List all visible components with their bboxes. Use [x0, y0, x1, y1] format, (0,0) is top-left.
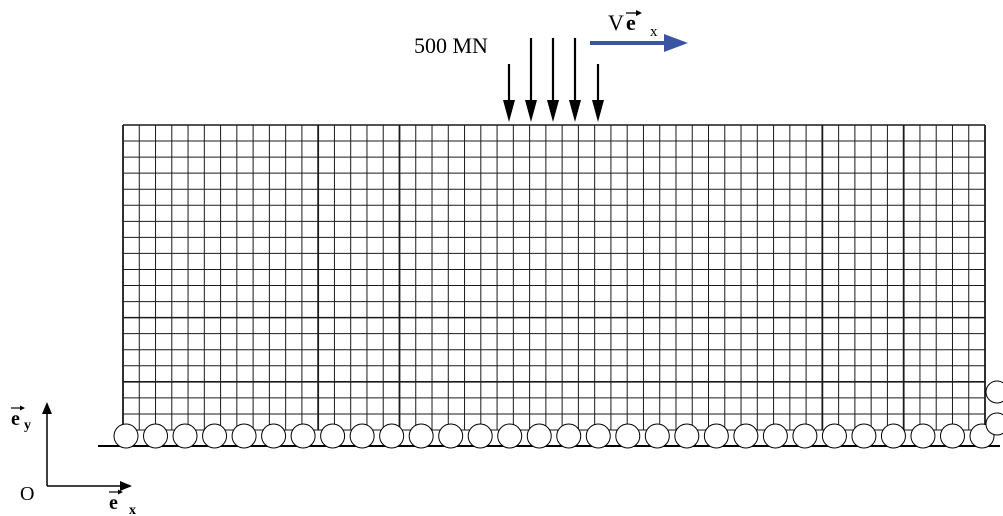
- load-arrow-head: [569, 100, 581, 122]
- side-roller-support-icon: [985, 412, 1003, 436]
- roller-support-icon: [585, 423, 611, 449]
- roller-support-icon: [674, 423, 700, 449]
- roller-support-icon: [231, 423, 257, 449]
- roller-support-icon: [910, 423, 936, 449]
- roller-support-icon: [821, 423, 847, 449]
- down-arrow-icon: [569, 38, 581, 122]
- load-arrows: [503, 38, 604, 122]
- roller-support-icon: [290, 423, 316, 449]
- roller-support-icon: [261, 423, 287, 449]
- mesh-grid: [122, 124, 986, 431]
- load-arrow-head: [525, 100, 537, 122]
- down-arrow-icon: [592, 64, 604, 122]
- roller-support-icon: [172, 423, 198, 449]
- velocity-vector-symbol: e: [626, 10, 636, 35]
- roller-support-icon: [703, 423, 729, 449]
- roller-support-icon: [408, 423, 434, 449]
- coordinate-axes: O e y e x: [11, 402, 136, 516]
- right-arrow-icon: [120, 481, 132, 491]
- roller-support-icon: [556, 423, 582, 449]
- axis-x-subscript: x: [129, 503, 136, 516]
- roller-support-icon: [615, 423, 641, 449]
- roller-support-icon: [526, 423, 552, 449]
- vector-arrow-icon: [11, 405, 25, 411]
- origin-label: O: [20, 483, 34, 505]
- roller-support-icon: [733, 423, 759, 449]
- roller-support-icon: [939, 423, 965, 449]
- roller-support-icon: [438, 423, 464, 449]
- roller-support-icon: [467, 423, 493, 449]
- side-roller-support-icon: [985, 380, 1003, 404]
- axis-y-vector-symbol: e: [11, 408, 20, 430]
- roller-support-icon: [497, 423, 523, 449]
- axis-y-subscript: y: [24, 418, 31, 433]
- roller-support-icon: [320, 423, 346, 449]
- roller-support-icon: [644, 423, 670, 449]
- velocity-symbol: V: [608, 10, 624, 35]
- load-arrow-head: [592, 100, 604, 122]
- vector-arrow-icon: [109, 489, 123, 495]
- up-arrow-icon: [42, 402, 52, 414]
- down-arrow-icon: [503, 64, 515, 122]
- roller-support-icon: [880, 423, 906, 449]
- roller-supports: [113, 380, 1003, 449]
- roller-support-icon: [202, 423, 228, 449]
- roller-support-icon: [349, 423, 375, 449]
- down-arrow-icon: [547, 38, 559, 122]
- axis-x-vector-symbol: e: [109, 492, 118, 514]
- vector-arrow-icon: [626, 10, 642, 16]
- roller-support-icon: [762, 423, 788, 449]
- roller-support-icon: [143, 423, 169, 449]
- down-arrow-icon: [525, 38, 537, 122]
- velocity-label: V e x: [608, 10, 658, 40]
- velocity-subscript: x: [650, 24, 658, 40]
- roller-support-icon: [113, 423, 139, 449]
- load-arrow-head: [503, 100, 515, 122]
- roller-support-icon: [379, 423, 405, 449]
- load-arrow-head: [547, 100, 559, 122]
- roller-support-icon: [792, 423, 818, 449]
- right-arrow-icon: [590, 34, 688, 52]
- load-label: 500 MN: [414, 33, 488, 58]
- roller-support-icon: [851, 423, 877, 449]
